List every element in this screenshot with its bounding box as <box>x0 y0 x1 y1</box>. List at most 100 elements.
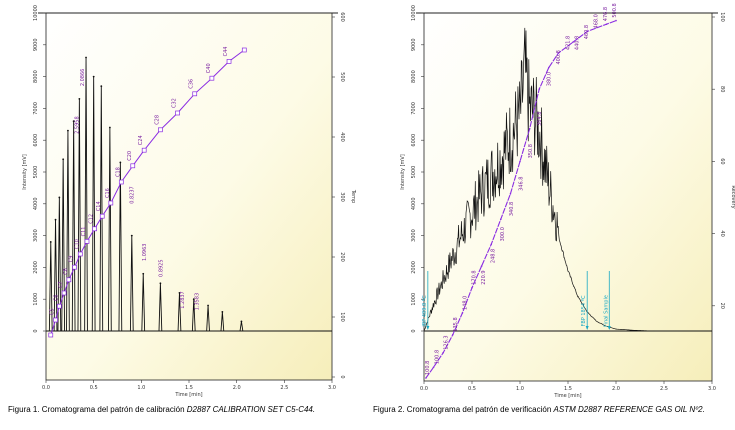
panel-1-calibration-point <box>226 59 232 64</box>
panel-2-chromatogram-trace <box>423 27 655 332</box>
panel-1-calibration-point <box>99 213 105 219</box>
figure-2-title: ASTM D2887 REFERENCE GAS OIL Nº2. <box>553 405 705 414</box>
panel-2-annotation-label: IBP 489.8 ºC <box>422 295 428 327</box>
panel-2-recovery-point <box>509 193 512 195</box>
panel-1-carbon-label: C12 <box>89 214 95 224</box>
panel-1-peak-apex <box>108 126 111 129</box>
panel-1-y-axis-label: Intensity [mV] <box>22 154 28 190</box>
panel-1-calibration-point <box>61 290 67 296</box>
panel-2-right-tick-label: 20 <box>719 303 725 309</box>
panel-1-calibration-point <box>92 226 97 232</box>
panel-2-y-tick-label: 7000 <box>411 102 417 115</box>
panel-2-recovery-point <box>572 41 574 44</box>
panel-1-carbon-label: C28 <box>154 115 160 125</box>
panel-1-carbon-label: C20 <box>127 151 133 161</box>
panel-1-x-tick-label: 1.0 <box>137 385 145 391</box>
panel-1-peak-apex <box>92 75 95 78</box>
panel-1-peak-apex <box>54 218 57 221</box>
panel-1-peak-apex <box>85 56 87 59</box>
panel-2-right-axis-label: Recovery <box>730 185 735 208</box>
panel-1-peak-apex <box>100 85 103 88</box>
panel-1-calibration-point <box>72 264 77 270</box>
panel-1-chromatogram-trace <box>46 57 266 332</box>
panel-2-recovery-label: 170.8 <box>472 270 478 284</box>
panel-2-annotation-label: FBP 1854 ºC <box>581 295 587 327</box>
panel-1-right-tick-label: 0 <box>339 375 345 378</box>
panel-2-recovery-point <box>480 265 483 267</box>
panel-1-peak-apex <box>221 311 224 313</box>
panel-1-calibration-point <box>84 239 90 244</box>
panel-2-recovery-label: 421.8 <box>565 36 571 50</box>
panel-1-calibration-point <box>158 127 163 133</box>
panel-1-right-tick-label: 100 <box>339 312 345 322</box>
panel-2: 0.0 0.5 1.0 1.5 2.0 2.5 3.0 Time [min] 0 1000 2000… <box>400 3 735 399</box>
panel-1-x-tick-label: 3.0 <box>328 385 336 391</box>
panel-2-right-tick-label: 60 <box>719 158 725 164</box>
panel-2-annotation-arrow <box>585 326 589 330</box>
panel-2-recovery-point <box>519 160 521 163</box>
panel-2-recovery-label: 440.8 <box>575 36 581 50</box>
panel-1-peak-apex <box>207 304 209 307</box>
panel-1-area-label: 1.2837 <box>180 291 186 309</box>
panel-2-y-tick-label: 0 <box>411 329 417 332</box>
panel-2-recovery-label: 400.8 <box>556 50 562 64</box>
panel-2-right-tick-label: 100 <box>719 12 725 22</box>
panel-2-y-tick-label: 9000 <box>411 38 417 51</box>
panel-1-calibration-point <box>241 47 247 53</box>
panel-2-recovery-point <box>425 377 427 379</box>
panel-1-x-tick-label: 2.5 <box>280 385 288 391</box>
panel-1-x-tick-label: 0.0 <box>42 385 50 391</box>
panel-1-right-tick-label: 500 <box>339 72 345 82</box>
panel-2-recovery-label: 248.8 <box>490 249 496 263</box>
panel-1-y-tick-label: 3000 <box>33 229 39 242</box>
panel-1-calibration-point <box>48 332 54 338</box>
panel-1-right-tick-label: 200 <box>339 252 345 262</box>
panel-1-carbon-label: C14 <box>96 201 102 211</box>
panel-1-right-axis-label: Temp <box>350 189 356 203</box>
panel-1-calibration-point <box>108 200 114 206</box>
panel-2-y-tick-label: 5000 <box>411 166 417 179</box>
panel-1-area-label: 0.8925 <box>158 259 164 277</box>
panel-1-carbon-label: C11 <box>81 227 87 237</box>
panel-2-recovery-point <box>461 312 464 314</box>
panel-2-recovery-point <box>490 243 493 246</box>
panel-2-annotation-arrow <box>426 326 430 330</box>
panel-1-area-label: 1.3583 <box>195 293 201 311</box>
panel-1-right-tick-label: 400 <box>339 132 345 142</box>
panel-1-calibration-point <box>192 91 198 97</box>
panel-1-calibration-point <box>66 277 72 283</box>
panel-1-x-tick-label: 2.0 <box>233 385 241 391</box>
panel-1-right-tick-label: 600 <box>339 12 345 22</box>
panel-1-carbon-label: C16 <box>105 188 111 198</box>
panel-1-carbon-label: C10 <box>74 239 80 249</box>
panel-1-x-tick-label: 0.5 <box>90 385 98 391</box>
panel-2-x-tick-label: 3.0 <box>708 386 716 392</box>
panel-2-y-tick-label: 4000 <box>411 197 417 210</box>
panel-2-recovery-label: 126.3 <box>444 335 450 349</box>
panel-1-carbon-label: C40 <box>206 63 212 73</box>
figure-1-label: Figura 1. Cromatograma del patrón de cal… <box>8 405 187 414</box>
panel-1-carbon-label: C44 <box>223 47 229 57</box>
panel-1-calibration-point <box>118 179 124 185</box>
panel-2-recovery-point <box>471 286 473 289</box>
panel-2-x-axis-label: Time [min] <box>553 393 581 399</box>
panel-2-recovery-label: 300.0 <box>500 227 506 241</box>
panel-1-calibration-point <box>130 163 136 169</box>
panel-2-recovery-point <box>586 30 588 33</box>
panel-1-peak-apex <box>62 158 65 161</box>
panel-2-y-tick-label: 10000 <box>411 5 417 21</box>
panel-2-annotation-label: Final Sample <box>603 295 609 327</box>
panel-2-y-tick-label: 3000 <box>411 229 417 242</box>
panel-1-peak-apex <box>58 196 61 199</box>
panel-1-carbon-label: C7 <box>58 281 64 288</box>
panel-1-peak-apex <box>119 161 122 164</box>
panel-2-recovery-label: 350.8 <box>528 144 534 158</box>
panel-2-right-tick-label: 80 <box>719 86 725 92</box>
panel-2-x-tick-label: 1.5 <box>564 386 572 392</box>
panel-1-peak-apex <box>67 129 69 132</box>
panel-1-y-tick-label: 5000 <box>33 166 39 179</box>
panel-1-y-tick-label: 4000 <box>33 197 39 210</box>
panel-1-peak-apex <box>49 241 52 243</box>
panel-1-carbon-label: C36 <box>189 79 195 89</box>
panel-1-x-tick-label: 1.5 <box>185 385 193 391</box>
